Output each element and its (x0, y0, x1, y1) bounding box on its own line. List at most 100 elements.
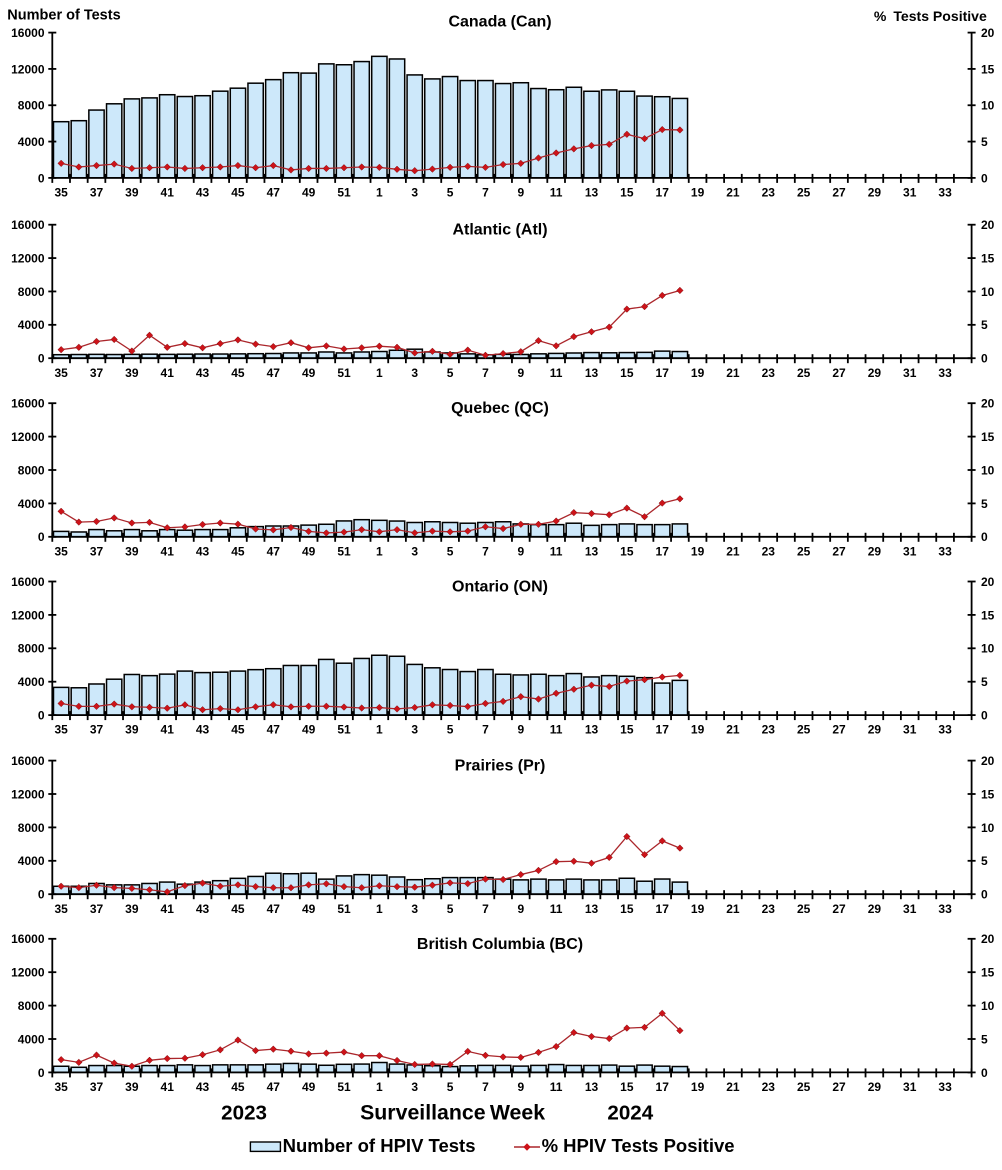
svg-text:1: 1 (376, 1080, 383, 1094)
svg-text:27: 27 (832, 1080, 846, 1094)
svg-text:20: 20 (981, 26, 995, 40)
svg-text:16000: 16000 (11, 932, 45, 946)
svg-text:51: 51 (337, 902, 351, 916)
svg-text:51: 51 (337, 366, 351, 380)
svg-text:7: 7 (482, 723, 489, 737)
svg-text:43: 43 (196, 1080, 210, 1094)
svg-text:11: 11 (550, 723, 563, 737)
svg-text:23: 23 (762, 1080, 776, 1094)
svg-text:11: 11 (550, 1080, 563, 1094)
svg-text:15: 15 (620, 544, 634, 558)
svg-text:25: 25 (797, 723, 811, 737)
svg-text:45: 45 (231, 366, 245, 380)
svg-text:27: 27 (832, 902, 846, 916)
svg-text:21: 21 (726, 723, 740, 737)
svg-text:47: 47 (267, 544, 281, 558)
svg-text:0: 0 (981, 708, 988, 722)
svg-text:12000: 12000 (11, 430, 45, 444)
svg-text:9: 9 (517, 1080, 524, 1094)
svg-text:31: 31 (903, 902, 917, 916)
svg-text:11: 11 (550, 902, 563, 916)
svg-text:35: 35 (54, 366, 68, 380)
svg-text:5: 5 (447, 902, 454, 916)
svg-text:5: 5 (981, 318, 988, 332)
svg-text:35: 35 (54, 902, 68, 916)
svg-text:35: 35 (54, 723, 68, 737)
svg-text:0: 0 (981, 352, 988, 366)
svg-text:41: 41 (161, 366, 175, 380)
svg-text:19: 19 (691, 723, 705, 737)
svg-text:% Tests Positive: % Tests Positive (874, 8, 987, 24)
svg-text:39: 39 (125, 544, 139, 558)
svg-text:10: 10 (981, 642, 995, 656)
svg-text:27: 27 (832, 366, 846, 380)
svg-text:4000: 4000 (18, 497, 45, 511)
svg-text:21: 21 (726, 186, 740, 200)
svg-text:3: 3 (411, 723, 418, 737)
svg-text:5: 5 (981, 854, 988, 868)
svg-text:0: 0 (38, 888, 45, 902)
svg-text:Number of HPIV Tests: Number of HPIV Tests (283, 1135, 476, 1156)
svg-text:5: 5 (447, 366, 454, 380)
svg-text:29: 29 (868, 723, 882, 737)
svg-text:31: 31 (903, 1080, 917, 1094)
svg-text:25: 25 (797, 544, 811, 558)
svg-text:12000: 12000 (11, 787, 45, 801)
svg-text:43: 43 (196, 723, 210, 737)
svg-text:35: 35 (54, 186, 68, 200)
svg-text:37: 37 (90, 366, 104, 380)
svg-text:31: 31 (903, 366, 917, 380)
svg-text:51: 51 (337, 186, 351, 200)
svg-text:41: 41 (161, 902, 175, 916)
svg-text:51: 51 (337, 723, 351, 737)
svg-text:1: 1 (376, 544, 383, 558)
svg-text:35: 35 (54, 544, 68, 558)
svg-text:49: 49 (302, 1080, 316, 1094)
svg-text:19: 19 (691, 544, 705, 558)
svg-text:16000: 16000 (11, 218, 45, 232)
svg-text:41: 41 (161, 186, 175, 200)
svg-text:51: 51 (337, 1080, 351, 1094)
svg-text:49: 49 (302, 544, 316, 558)
svg-text:4000: 4000 (18, 675, 45, 689)
svg-text:1: 1 (376, 902, 383, 916)
svg-text:17: 17 (656, 723, 670, 737)
svg-text:Canada (Can): Canada (Can) (448, 14, 551, 31)
svg-text:29: 29 (868, 544, 882, 558)
svg-text:23: 23 (762, 544, 776, 558)
svg-text:43: 43 (196, 902, 210, 916)
svg-text:Atlantic (Atl): Atlantic (Atl) (452, 222, 547, 239)
svg-text:21: 21 (726, 1080, 740, 1094)
svg-text:17: 17 (656, 366, 670, 380)
svg-text:19: 19 (691, 186, 705, 200)
svg-text:47: 47 (267, 1080, 281, 1094)
svg-text:British Columbia (BC): British Columbia (BC) (417, 936, 583, 953)
svg-text:17: 17 (656, 1080, 670, 1094)
svg-text:11: 11 (550, 366, 563, 380)
svg-text:0: 0 (38, 1066, 45, 1080)
svg-text:39: 39 (125, 902, 139, 916)
svg-text:49: 49 (302, 186, 316, 200)
svg-text:7: 7 (482, 1080, 489, 1094)
svg-text:13: 13 (585, 186, 599, 200)
svg-text:0: 0 (38, 352, 45, 366)
svg-text:15: 15 (981, 251, 995, 265)
svg-text:3: 3 (411, 902, 418, 916)
svg-text:39: 39 (125, 723, 139, 737)
svg-text:47: 47 (267, 366, 281, 380)
svg-text:10: 10 (981, 99, 995, 113)
svg-text:3: 3 (411, 186, 418, 200)
svg-text:37: 37 (90, 723, 104, 737)
svg-text:45: 45 (231, 1080, 245, 1094)
svg-text:0: 0 (981, 530, 988, 544)
svg-text:15: 15 (620, 902, 634, 916)
svg-text:37: 37 (90, 544, 104, 558)
svg-text:19: 19 (691, 1080, 705, 1094)
svg-text:27: 27 (832, 723, 846, 737)
svg-text:19: 19 (691, 902, 705, 916)
svg-text:23: 23 (762, 366, 776, 380)
svg-text:39: 39 (125, 1080, 139, 1094)
svg-text:% HPIV Tests Positive: % HPIV Tests Positive (542, 1135, 735, 1156)
svg-text:25: 25 (797, 186, 811, 200)
svg-text:10: 10 (981, 285, 995, 299)
